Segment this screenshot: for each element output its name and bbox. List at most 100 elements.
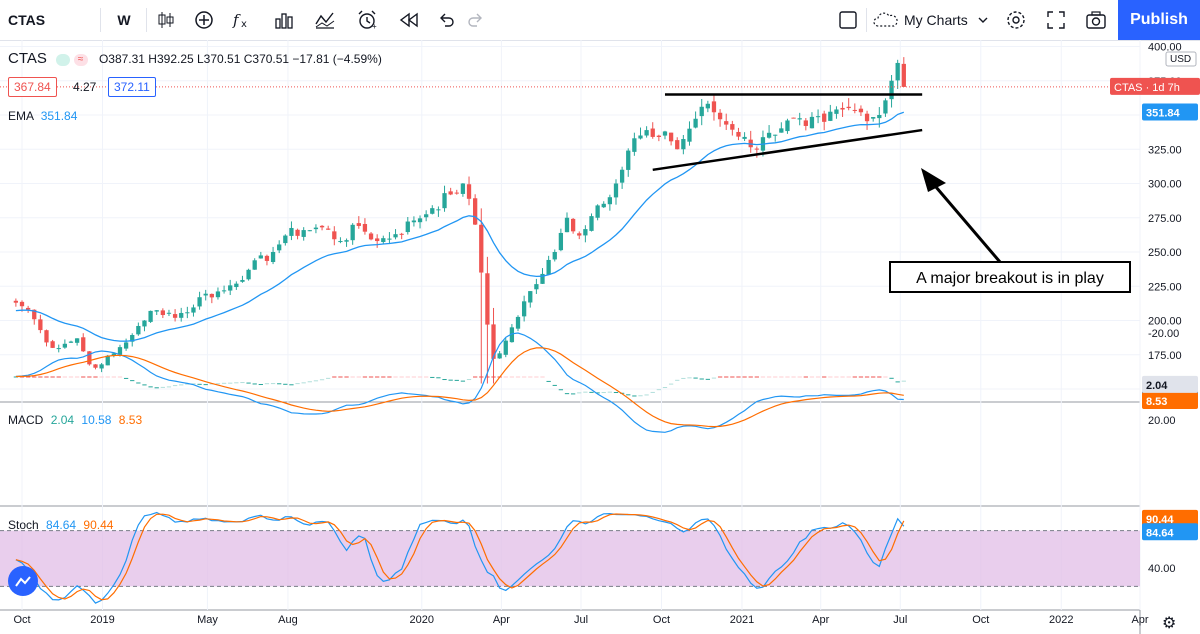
macd-histogram-bar	[50, 376, 55, 378]
candle-body	[607, 197, 613, 205]
candle-body	[326, 228, 331, 230]
candles-icon	[158, 12, 174, 28]
candle-body	[466, 184, 472, 199]
candle-body	[252, 260, 257, 270]
candle-body	[503, 340, 508, 355]
trendlines[interactable]	[652, 93, 923, 172]
candle-body	[130, 335, 135, 342]
annotation[interactable]: A major breakout is in play	[889, 168, 1131, 293]
macd-histogram-bar	[105, 376, 110, 378]
candle-body	[387, 238, 392, 240]
ema-layer	[15, 111, 905, 342]
candle-body	[766, 132, 772, 138]
candle-body	[552, 252, 557, 260]
redo-button[interactable]	[462, 0, 490, 40]
candle-body	[681, 139, 686, 150]
snapshot-button[interactable]	[1082, 0, 1110, 40]
annotation-box[interactable]	[889, 261, 1131, 293]
candle-body	[111, 353, 116, 356]
candle-body	[779, 128, 784, 133]
legend-eye-icon[interactable]	[56, 53, 71, 66]
bid-price: 367.84	[14, 80, 51, 94]
legend-wave-icon[interactable]: ≈	[73, 53, 88, 66]
ema-value: 351.84	[40, 109, 78, 123]
macd-histogram-bar	[252, 383, 257, 385]
candle-body	[142, 320, 147, 327]
indicator-templates-icon	[315, 12, 335, 29]
macd-histogram-bar	[338, 376, 343, 378]
symbol-search-button[interactable]: CTAS	[8, 0, 68, 40]
candle-body	[589, 216, 594, 231]
macd-histogram-bar	[901, 380, 906, 382]
candles-style-button[interactable]	[152, 0, 180, 40]
candle-body	[613, 183, 619, 198]
macd-histogram-bar	[228, 382, 233, 384]
macd-histogram-bar	[717, 376, 723, 378]
macd-histogram-bar	[773, 376, 778, 378]
candle-body	[258, 255, 263, 259]
alert-button[interactable]: +	[352, 0, 382, 40]
templates-button[interactable]	[310, 0, 340, 40]
candle-body	[166, 312, 172, 314]
macd-histogram-bar	[687, 377, 692, 379]
layout-menu-button[interactable]: My Charts	[872, 0, 996, 40]
macd-signal-line	[15, 347, 904, 428]
macd-histogram-bar	[883, 376, 888, 378]
macd-y-tick: 20.00	[1148, 415, 1176, 427]
compare-button[interactable]	[270, 0, 298, 40]
trendline-support[interactable]	[652, 128, 923, 172]
macd-histogram-bar	[283, 383, 288, 385]
candle-body	[160, 310, 165, 316]
stoch-y-tick: 40.00	[1148, 563, 1176, 575]
interval-button[interactable]: W	[108, 0, 140, 40]
candle-body	[754, 148, 759, 150]
stoch-k-tag-bg	[1142, 523, 1198, 541]
macd-histogram-bar	[570, 393, 576, 395]
spread-value: 4.27	[73, 80, 97, 94]
chart-area[interactable]: A major breakout is in play 150.00175.00…	[0, 40, 1200, 634]
y-tick-label: 275.00	[1148, 213, 1182, 225]
logo-badge[interactable]	[8, 566, 38, 596]
candle-body	[319, 225, 325, 228]
candle-body	[583, 229, 588, 236]
publish-button[interactable]: Publish	[1118, 0, 1200, 40]
candle-body	[668, 132, 674, 142]
candle-body	[724, 121, 729, 125]
bid-price-box[interactable]: 367.84	[8, 77, 57, 97]
x-tick-label: 2021	[730, 614, 754, 626]
macd-histogram-bar	[766, 376, 772, 378]
replay-button[interactable]	[394, 0, 424, 40]
indicators-button[interactable]	[190, 0, 218, 40]
settings-button[interactable]	[1002, 0, 1030, 40]
candle-body	[675, 140, 680, 150]
candle-body	[619, 169, 625, 183]
macd-histogram-bar	[797, 376, 802, 378]
ask-price-box[interactable]: 372.11	[108, 77, 156, 97]
macd-histogram-bar	[87, 376, 92, 378]
macd-histogram-bar	[675, 379, 680, 381]
candle-body	[773, 134, 778, 136]
axis-settings-icon[interactable]: ⚙	[1162, 615, 1176, 632]
candle-body	[430, 208, 435, 214]
candle-body	[901, 63, 906, 87]
candle-body	[68, 341, 74, 343]
candle-body	[577, 233, 582, 236]
macd-histogram-bar	[411, 376, 417, 378]
y-tick-label: 200.00	[1148, 316, 1182, 328]
candle-body	[699, 106, 704, 117]
undo-button[interactable]	[432, 0, 460, 40]
candle-body	[264, 255, 270, 261]
fullscreen-layout-button[interactable]	[834, 0, 862, 40]
macd-histogram-bar	[638, 395, 643, 397]
candle-body	[834, 109, 839, 114]
candle-body	[81, 337, 86, 352]
y-tick-label: 175.00	[1148, 350, 1182, 362]
annotation-text: A major breakout is in play	[916, 270, 1104, 287]
macd-histogram-bar	[148, 386, 153, 388]
macd-histogram-bar	[25, 376, 31, 378]
candle-body	[485, 273, 490, 325]
fullscreen-button[interactable]	[1042, 0, 1070, 40]
candle-body	[338, 241, 343, 243]
candle-body	[25, 307, 31, 310]
